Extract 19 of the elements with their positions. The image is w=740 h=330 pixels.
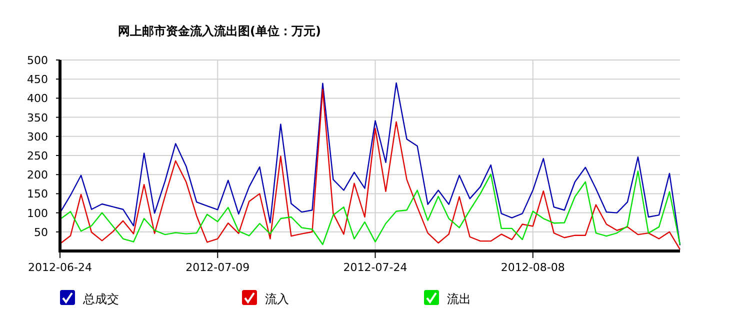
x-tick-label: 2012-06-24 — [28, 261, 92, 274]
y-tick-label: 50 — [34, 226, 48, 239]
y-tick-label: 450 — [27, 73, 48, 86]
y-tick-label: 400 — [27, 92, 48, 106]
y-tick-label: 350 — [27, 111, 48, 124]
y-tick-label: 300 — [27, 130, 48, 144]
y-tick-label: 100 — [27, 206, 48, 220]
legend-label: 流入 — [265, 292, 289, 306]
legend-label: 流出 — [447, 292, 471, 306]
x-tick-label: 2012-07-09 — [186, 261, 250, 274]
y-tick-label: 250 — [27, 150, 48, 162]
x-tick-label: 2012-07-24 — [343, 261, 408, 274]
y-tick-label: 200 — [27, 168, 48, 182]
line-series — [59, 170, 681, 246]
legend-label: 总成交 — [82, 292, 119, 306]
chart-title: 网上邮市资金流入流出图(单位：万元) — [118, 24, 321, 38]
y-tick-label: 150 — [27, 188, 48, 201]
x-tick-label: 2012-08-08 — [500, 261, 565, 274]
y-tick-label: 500 — [27, 54, 48, 67]
